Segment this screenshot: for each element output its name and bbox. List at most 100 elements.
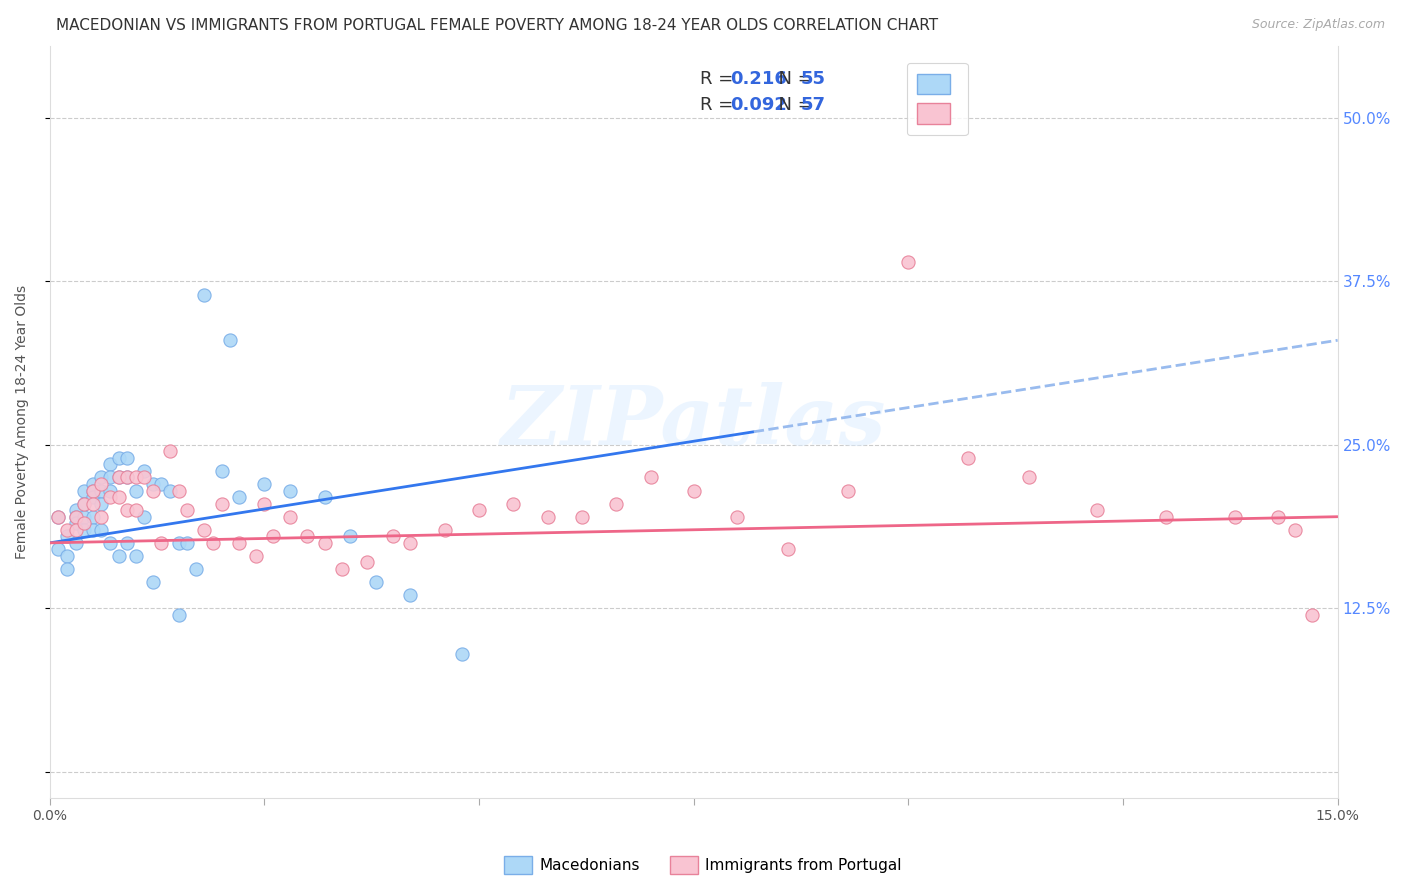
Point	[228, 536, 250, 550]
Point	[73, 483, 96, 498]
Y-axis label: Female Poverty Among 18-24 Year Olds: Female Poverty Among 18-24 Year Olds	[15, 285, 30, 559]
Point	[90, 477, 112, 491]
Point	[142, 483, 165, 498]
Point	[184, 562, 207, 576]
Point	[778, 542, 800, 557]
Point	[1154, 509, 1177, 524]
Legend: , : ,	[907, 62, 967, 136]
Text: 0.092: 0.092	[730, 95, 787, 114]
Point	[382, 529, 405, 543]
Point	[65, 503, 87, 517]
Point	[1085, 503, 1108, 517]
Point	[65, 509, 87, 524]
Point	[468, 503, 491, 517]
Point	[82, 509, 104, 524]
Point	[201, 536, 224, 550]
Point	[211, 497, 233, 511]
Legend: Macedonians, Immigrants from Portugal: Macedonians, Immigrants from Portugal	[498, 850, 908, 880]
Point	[957, 450, 980, 465]
Point	[48, 542, 70, 557]
Point	[73, 523, 96, 537]
Point	[837, 483, 859, 498]
Point	[82, 483, 104, 498]
Point	[82, 490, 104, 504]
Point	[115, 536, 138, 550]
Point	[1267, 509, 1289, 524]
Point	[56, 529, 79, 543]
Point	[159, 444, 181, 458]
Point	[605, 497, 627, 511]
Point	[253, 497, 276, 511]
Point	[142, 477, 165, 491]
Point	[193, 287, 215, 301]
Point	[134, 464, 156, 478]
Text: MACEDONIAN VS IMMIGRANTS FROM PORTUGAL FEMALE POVERTY AMONG 18-24 YEAR OLDS CORR: MACEDONIAN VS IMMIGRANTS FROM PORTUGAL F…	[56, 18, 938, 33]
Point	[90, 509, 112, 524]
Point	[1223, 509, 1246, 524]
Point	[571, 509, 593, 524]
Point	[65, 509, 87, 524]
Text: ZIPatlas: ZIPatlas	[501, 382, 887, 462]
Text: 0.216: 0.216	[730, 70, 787, 87]
Point	[125, 470, 148, 484]
Point	[125, 549, 148, 563]
Point	[107, 470, 129, 484]
Point	[219, 333, 242, 347]
Point	[73, 497, 96, 511]
Point	[682, 483, 704, 498]
Point	[98, 470, 121, 484]
Point	[107, 470, 129, 484]
Point	[98, 490, 121, 504]
Point	[278, 509, 301, 524]
Point	[82, 497, 104, 511]
Point	[167, 483, 190, 498]
Point	[433, 523, 456, 537]
Point	[107, 450, 129, 465]
Point	[167, 607, 190, 622]
Text: Source: ZipAtlas.com: Source: ZipAtlas.com	[1251, 18, 1385, 31]
Point	[228, 490, 250, 504]
Point	[364, 575, 387, 590]
Point	[115, 470, 138, 484]
Point	[297, 529, 319, 543]
Point	[176, 536, 198, 550]
Point	[314, 536, 336, 550]
Point	[65, 536, 87, 550]
Point	[356, 556, 378, 570]
Point	[537, 509, 560, 524]
Point	[90, 523, 112, 537]
Point	[48, 509, 70, 524]
Point	[1301, 607, 1323, 622]
Point	[339, 529, 361, 543]
Point	[150, 477, 173, 491]
Point	[1018, 470, 1040, 484]
Text: R =: R =	[700, 70, 740, 87]
Point	[193, 523, 215, 537]
Point	[65, 516, 87, 531]
Point	[150, 536, 173, 550]
Point	[90, 483, 112, 498]
Point	[98, 536, 121, 550]
Point	[134, 470, 156, 484]
Point	[115, 450, 138, 465]
Point	[90, 497, 112, 511]
Point	[98, 483, 121, 498]
Point	[502, 497, 524, 511]
Text: R =: R =	[700, 95, 740, 114]
Point	[125, 483, 148, 498]
Point	[125, 503, 148, 517]
Point	[1284, 523, 1306, 537]
Point	[167, 536, 190, 550]
Point	[278, 483, 301, 498]
Point	[115, 470, 138, 484]
Point	[73, 516, 96, 531]
Point	[245, 549, 267, 563]
Point	[399, 536, 422, 550]
Point	[142, 575, 165, 590]
Point	[399, 588, 422, 602]
Point	[725, 509, 748, 524]
Point	[56, 549, 79, 563]
Point	[90, 470, 112, 484]
Point	[48, 509, 70, 524]
Point	[451, 647, 474, 661]
